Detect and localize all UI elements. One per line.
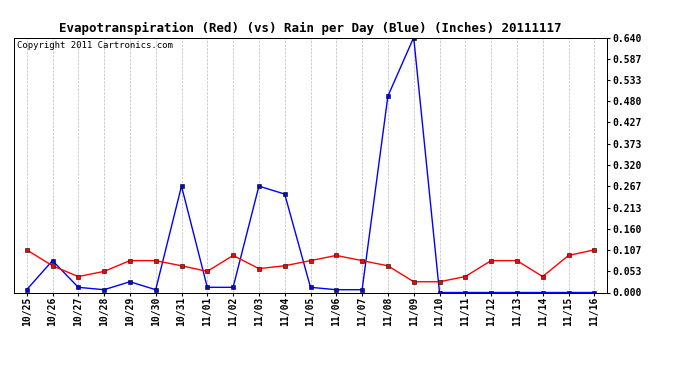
Title: Evapotranspiration (Red) (vs) Rain per Day (Blue) (Inches) 20111117: Evapotranspiration (Red) (vs) Rain per D… xyxy=(59,22,562,35)
Text: Copyright 2011 Cartronics.com: Copyright 2011 Cartronics.com xyxy=(17,41,172,50)
